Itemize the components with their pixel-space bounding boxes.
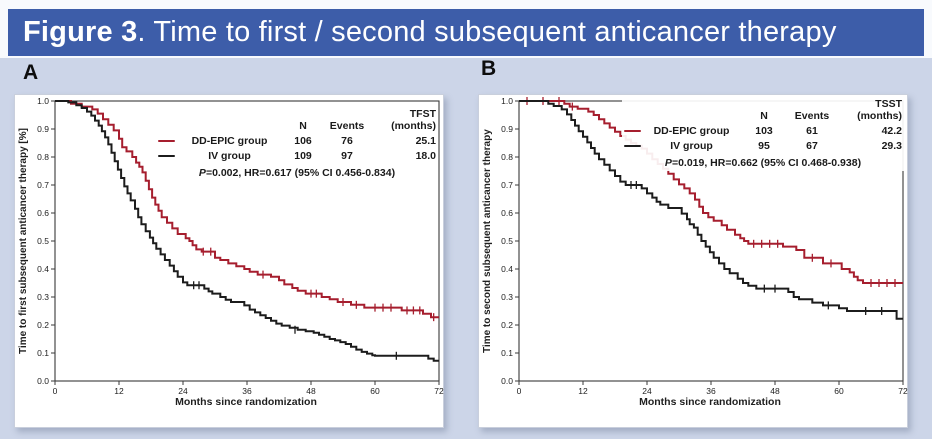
iv-events: 97 (341, 150, 353, 163)
svg-text:0.1: 0.1 (37, 348, 49, 358)
svg-text:60: 60 (370, 386, 380, 395)
panel-label-b: B (481, 57, 497, 80)
legend-header-n: N (299, 120, 307, 133)
svg-text:0: 0 (53, 386, 58, 395)
svg-text:0: 0 (517, 386, 522, 395)
svg-text:72: 72 (898, 386, 908, 395)
iv-events: 67 (806, 140, 818, 153)
svg-text:0.1: 0.1 (501, 348, 513, 358)
svg-text:0.6: 0.6 (37, 208, 49, 218)
dd-epic-events: 76 (341, 135, 353, 148)
svg-text:36: 36 (706, 386, 716, 395)
svg-text:0.5: 0.5 (37, 236, 49, 246)
iv-tfst: 18.0 (415, 150, 436, 163)
legend-header-tfst: TFST (months) (391, 108, 436, 133)
iv-tsst: 29.3 (881, 140, 902, 153)
legend-row-dd-epic: DD-EPIC group (158, 135, 284, 147)
svg-text:0.4: 0.4 (501, 264, 513, 274)
p-symbol: P (198, 167, 206, 180)
panel-b-legend: N Events TSST (months) DD-EPIC group 103… (622, 96, 904, 172)
iv-n: 109 (294, 150, 312, 163)
panel-a-card: 0 12 24 36 48 60 72 1.0 0.9 0.8 0.7 0.6 0.5 0.4 0.3 0.2… (14, 94, 444, 428)
legend-header-events: Events (794, 110, 830, 123)
svg-text:0.8: 0.8 (501, 152, 513, 162)
svg-text:36: 36 (242, 386, 252, 395)
svg-text:48: 48 (770, 386, 780, 395)
panel-b-x-axis-label: Months since randomization (639, 396, 781, 408)
svg-text:0.2: 0.2 (501, 320, 513, 330)
iv-group-label: IV group (670, 140, 713, 153)
panel-label-a: A (23, 61, 39, 84)
panel-b-card: 0 12 24 36 48 60 72 1.0 0.9 0.8 0.7 0.6 0.5 0.4 0.3 0.2… (478, 94, 908, 428)
p-stats-text: =0.002, HR=0.617 (95% CI 0.456-0.834) (205, 167, 396, 180)
dd-epic-group-label: DD-EPIC group (191, 135, 268, 148)
panel-b-pvalue-line: P=0.019, HR=0.662 (95% CI 0.468-0.938) (624, 157, 902, 169)
p-stats-text: =0.019, HR=0.662 (95% CI 0.468-0.938) (671, 157, 862, 170)
legend-header-events: Events (329, 120, 365, 133)
panel-a-y-axis-label: Time to first subsequent anticancer ther… (18, 128, 29, 354)
legend-row-iv: IV group (158, 150, 284, 162)
svg-text:0.4: 0.4 (37, 264, 49, 274)
dd-epic-group-label: DD-EPIC group (653, 125, 730, 138)
svg-text:0.3: 0.3 (501, 292, 513, 302)
svg-text:0.3: 0.3 (37, 292, 49, 302)
dd-epic-line-swatch (624, 129, 641, 133)
legend-row-iv: IV group (624, 140, 742, 152)
dd-epic-tfst: 25.1 (415, 135, 436, 148)
dd-epic-tsst: 42.2 (881, 125, 902, 138)
svg-text:0.9: 0.9 (501, 124, 513, 134)
svg-text:0.2: 0.2 (37, 320, 49, 330)
iv-n: 95 (758, 140, 770, 153)
svg-text:24: 24 (178, 386, 188, 395)
svg-text:48: 48 (306, 386, 316, 395)
svg-text:0.0: 0.0 (37, 376, 49, 386)
p-symbol: P (664, 157, 672, 170)
legend-row-dd-epic: DD-EPIC group (624, 125, 742, 137)
svg-text:1.0: 1.0 (501, 96, 513, 106)
svg-text:72: 72 (434, 386, 444, 395)
panel-a-legend: N Events TFST (months) DD-EPIC group 106… (156, 106, 438, 182)
legend-header-n: N (760, 110, 768, 123)
svg-text:0.7: 0.7 (501, 180, 513, 190)
dd-epic-n: 106 (294, 135, 312, 148)
figure-title-bold: Figure 3 (23, 16, 138, 48)
panel-a-x-axis-label: Months since randomization (175, 396, 317, 408)
figure-title-text: . Time to first / second subsequent anti… (137, 16, 837, 48)
iv-line-swatch (158, 154, 175, 158)
svg-text:0.5: 0.5 (501, 236, 513, 246)
svg-text:0.6: 0.6 (501, 208, 513, 218)
dd-epic-n: 103 (755, 125, 773, 138)
dd-epic-line-swatch (158, 139, 175, 143)
svg-text:12: 12 (578, 386, 588, 395)
svg-text:0.8: 0.8 (37, 152, 49, 162)
figure-title-bar: Figure 3. Time to first / second subsequ… (8, 9, 924, 56)
svg-text:0.0: 0.0 (501, 376, 513, 386)
svg-text:1.0: 1.0 (37, 96, 49, 106)
iv-group-label: IV group (208, 150, 251, 163)
panel-a-pvalue-line: P=0.002, HR=0.617 (95% CI 0.456-0.834) (158, 167, 436, 179)
dd-epic-events: 61 (806, 125, 818, 138)
svg-text:12: 12 (114, 386, 124, 395)
svg-text:0.9: 0.9 (37, 124, 49, 134)
legend-header-tsst: TSST (months) (857, 98, 902, 123)
svg-text:24: 24 (642, 386, 652, 395)
iv-line-swatch (624, 144, 641, 148)
panel-b-y-axis-label: Time to second subsequent anticancer the… (482, 129, 493, 353)
svg-text:60: 60 (834, 386, 844, 395)
svg-text:0.7: 0.7 (37, 180, 49, 190)
